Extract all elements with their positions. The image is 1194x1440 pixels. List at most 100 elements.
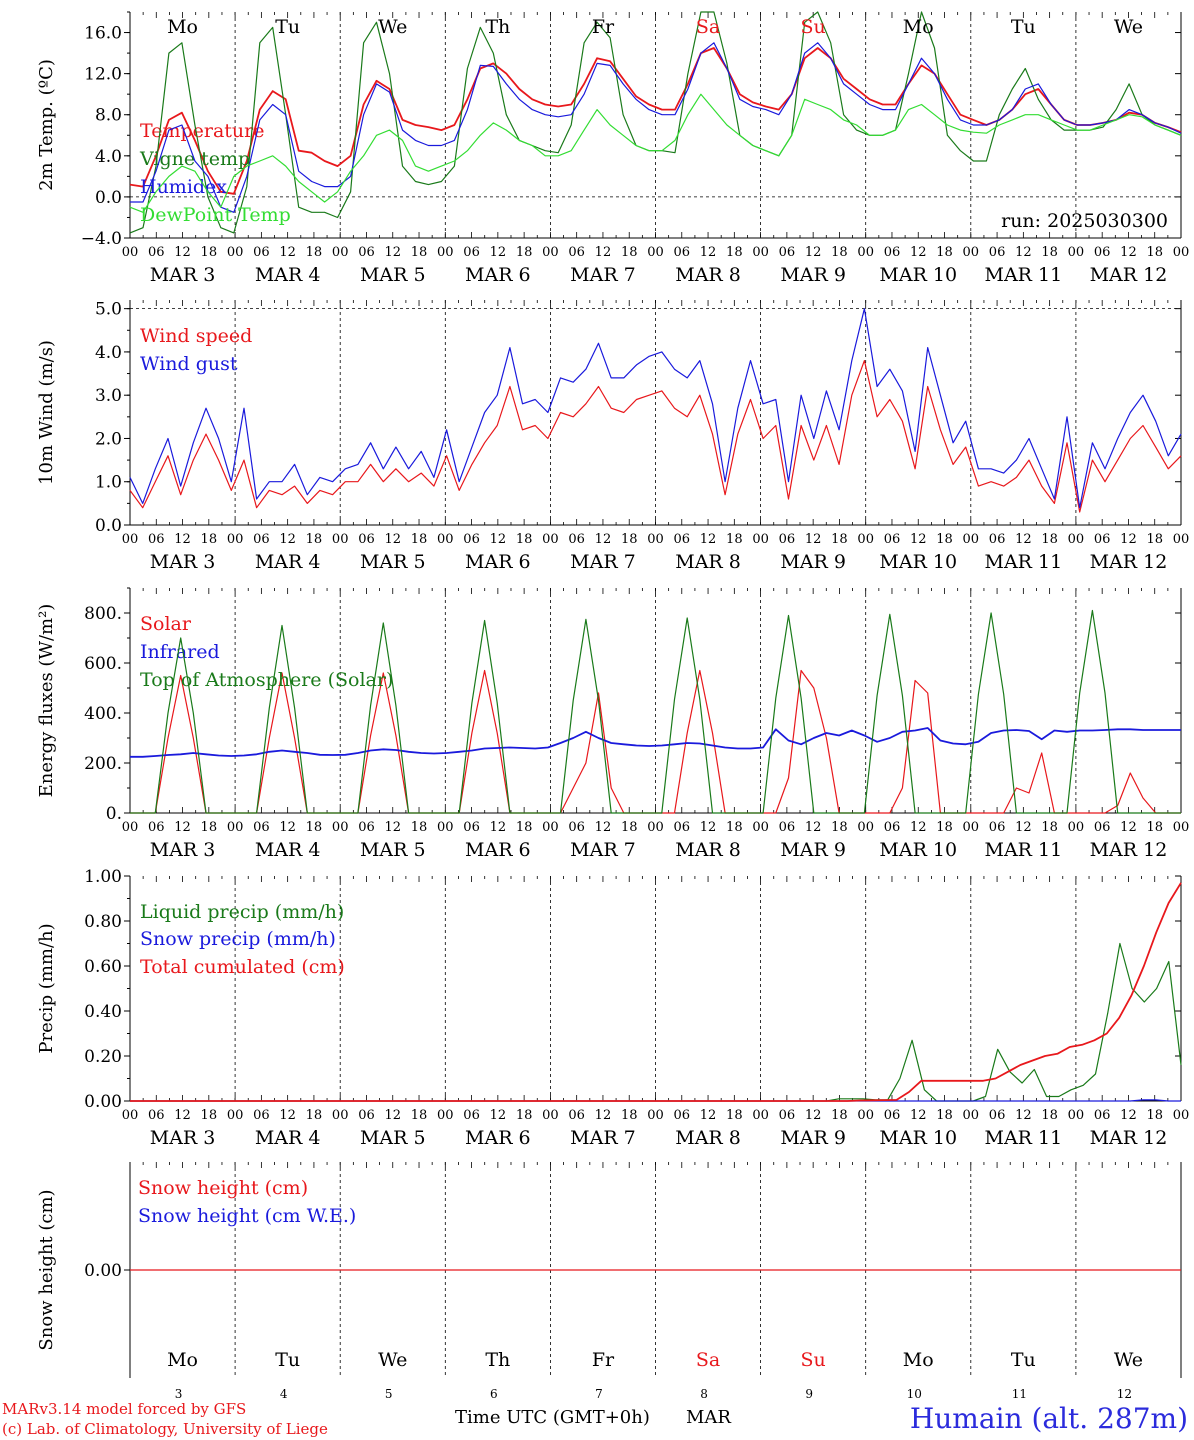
hour-tick-label: 00 [542,1108,559,1123]
hour-tick-label: 00 [1173,820,1190,835]
hour-tick-label: 00 [122,820,139,835]
hour-tick-label: 18 [1146,1108,1163,1123]
day-name: We [1114,1349,1143,1371]
hour-tick-label: 00 [647,820,664,835]
station-label: Humain (alt. 287m) [910,1402,1188,1435]
legend-entry: Snow precip (mm/h) [140,928,336,950]
date-label: MAR 9 [780,1127,846,1149]
hour-tick-label: 00 [437,532,454,547]
hour-tick-label: 06 [358,1108,375,1123]
hour-tick-label: 06 [884,532,901,547]
hour-tick-label: 18 [1146,532,1163,547]
hour-tick-label: 12 [384,245,401,260]
legend-entry: Top of Atmosphere (Solar) [140,669,393,691]
hour-tick-label: 12 [910,245,927,260]
hour-tick-label: 12 [595,245,612,260]
hour-tick-label: 12 [700,820,717,835]
hour-tick-label: 00 [647,1108,664,1123]
hour-tick-label: 18 [516,532,533,547]
hour-tick-label: 18 [726,820,743,835]
y-tick-label: 1.0 [95,473,122,493]
hour-tick-label: 06 [1094,1108,1111,1123]
hour-tick-label: 06 [989,1108,1006,1123]
y-tick-label: −4.0 [81,229,122,249]
hour-tick-label: 18 [306,820,323,835]
panel-temperature: −4.0 0.0 4.0 8.0 12.0 16.0 2m Temp. (ºC) Temper… [36,11,1189,286]
y-tick-label: 600. [84,654,122,674]
hour-tick-label: 00 [857,1108,874,1123]
y-tick-label: 0.60 [84,957,122,977]
day-number: 10 [907,1387,922,1401]
date-label: MAR 7 [570,264,636,286]
hour-tick-label: 06 [253,532,270,547]
hour-tick-label: 18 [726,532,743,547]
hour-tick-label: 06 [148,532,165,547]
day-name: Th [485,1349,510,1371]
hour-tick-label: 06 [568,532,585,547]
hour-tick-label: 06 [884,820,901,835]
hour-tick-label: 00 [857,820,874,835]
date-label: MAR 7 [570,551,636,573]
hour-tick-label: 12 [279,245,296,260]
hour-tick-label: 12 [910,1108,927,1123]
hour-tick-label: 12 [490,245,507,260]
hour-tick-label: 18 [936,820,953,835]
day-number: 12 [1117,1387,1132,1401]
date-label: MAR 8 [675,551,741,573]
date-label: MAR 10 [879,1127,957,1149]
hour-tick-label: 06 [148,1108,165,1123]
hour-tick-label: 00 [437,1108,454,1123]
hour-tick-label: 06 [568,1108,585,1123]
y-axis-label: Energy fluxes (W/m²) [36,604,57,798]
hour-tick-label: 18 [1041,1108,1058,1123]
hour-tick-label: 18 [516,820,533,835]
hour-tick-label: 18 [1041,532,1058,547]
hour-tick-label: 00 [857,532,874,547]
legend-entry: Infrared [140,641,220,663]
date-label: MAR 9 [780,264,846,286]
hour-tick-label: 18 [201,532,218,547]
hour-tick-label: 00 [437,820,454,835]
day-name: Fr [592,1349,615,1371]
hour-tick-label: 18 [306,532,323,547]
hour-tick-label: 12 [1120,1108,1137,1123]
hour-tick-label: 18 [936,245,953,260]
day-number: 4 [280,1387,288,1401]
hour-tick-label: 18 [1041,245,1058,260]
date-label: MAR 3 [150,551,216,573]
hour-tick-label: 06 [463,820,480,835]
series-line [130,727,1181,758]
y-tick-label: 200. [84,754,122,774]
date-label: MAR 4 [255,1127,321,1149]
date-label: MAR 6 [465,1127,531,1149]
date-label: MAR 8 [675,264,741,286]
y-axis-label: 2m Temp. (ºC) [36,59,57,191]
hour-tick-label: 18 [936,1108,953,1123]
hour-tick-label: 18 [306,1108,323,1123]
hour-tick-label: 12 [490,1108,507,1123]
footer-copyright-line: (c) Lab. of Climatology, University of L… [2,1420,328,1438]
time-axis-label: Time UTC (GMT+0h) [455,1407,650,1428]
date-label: MAR 3 [150,1127,216,1149]
date-label: MAR 8 [675,1127,741,1149]
y-tick-label: 16.0 [84,24,122,44]
hour-tick-label: 06 [989,245,1006,260]
day-name: Su [801,16,826,38]
hour-tick-label: 00 [227,820,244,835]
hour-tick-label: 12 [384,532,401,547]
hour-tick-label: 12 [700,245,717,260]
day-number: 5 [385,1387,393,1401]
hour-tick-label: 00 [963,1108,980,1123]
hour-tick-label: 12 [1015,1108,1032,1123]
hour-tick-label: 06 [884,245,901,260]
legend-entry: Temperature [140,120,264,142]
date-label: MAR 6 [465,839,531,861]
y-tick-label: 0. [106,804,122,824]
hour-tick-label: 18 [831,1108,848,1123]
hour-tick-label: 12 [595,820,612,835]
date-label: MAR 11 [984,839,1062,861]
y-tick-label: 4.0 [95,147,122,167]
hour-tick-label: 06 [884,1108,901,1123]
hour-tick-label: 00 [227,532,244,547]
hour-tick-label: 06 [989,820,1006,835]
